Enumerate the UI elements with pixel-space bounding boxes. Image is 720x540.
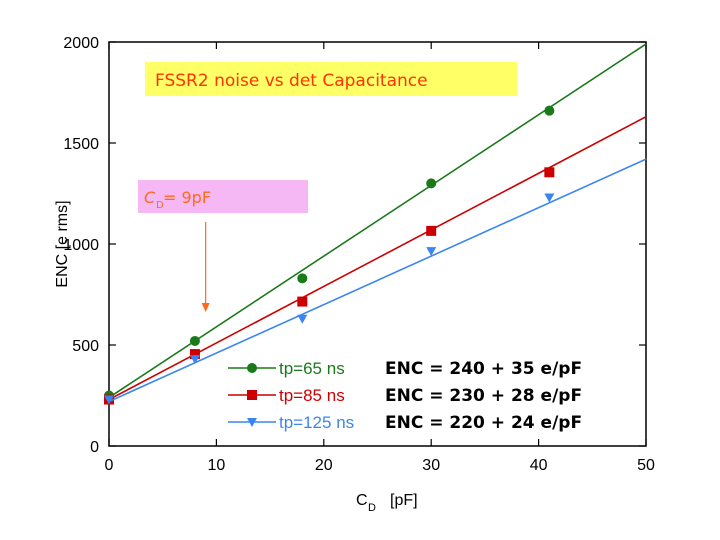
fit-line	[108, 158, 647, 403]
data-point	[426, 178, 437, 189]
data-point	[544, 167, 555, 178]
fit-line	[108, 43, 647, 399]
x-tick-label: 50	[637, 457, 655, 474]
x-axis-title: C D [pF]	[356, 492, 418, 514]
x-axis-title-sub: D	[368, 502, 376, 514]
legend-label: tp=85 ns	[279, 386, 345, 405]
x-axis: 0 10 20 30 40 50	[105, 42, 655, 474]
annotation-arrow-head	[201, 303, 210, 312]
legend-marker	[247, 390, 257, 400]
data-point	[297, 273, 308, 284]
legend-item: tp=65 ns ENC = 240 + 35 e/pF	[228, 359, 582, 379]
annotation: C D = 9pF	[138, 180, 308, 312]
data-point	[297, 296, 308, 307]
x-tick-label: 20	[315, 457, 333, 474]
data-point	[426, 247, 437, 257]
y-axis: 0 500 1000 1500 2000	[63, 35, 646, 456]
series-1	[104, 43, 647, 401]
fit-line	[108, 116, 647, 401]
x-axis-title-main: C	[356, 492, 368, 509]
data-point	[189, 335, 200, 346]
x-tick-label: 10	[208, 457, 226, 474]
x-axis-title-unit: [pF]	[390, 492, 418, 509]
y-axis-title: ENC [e rms]	[54, 200, 71, 287]
data-point	[189, 349, 200, 360]
annotation-text-sub: D	[156, 200, 164, 211]
x-tick-label: 0	[105, 457, 114, 474]
chart-title: FSSR2 noise vs det Capacitance	[155, 71, 428, 91]
y-tick-label: 0	[90, 439, 99, 456]
legend-equation: ENC = 220 + 24 e/pF	[385, 413, 582, 433]
legend-label: tp=125 ns	[279, 413, 354, 432]
data-point	[104, 395, 114, 405]
chart-title-box: FSSR2 noise vs det Capacitance	[145, 62, 517, 96]
series-layer	[104, 43, 647, 405]
annotation-box	[138, 180, 308, 213]
y-tick-label: 500	[72, 338, 99, 355]
data-point	[297, 314, 308, 324]
data-point	[544, 193, 555, 203]
legend-equation: ENC = 230 + 28 e/pF	[385, 386, 582, 406]
legend-marker	[247, 418, 257, 427]
data-point	[189, 355, 200, 365]
legend-marker	[247, 363, 257, 373]
data-point	[426, 225, 437, 236]
y-tick-label: 1000	[63, 237, 99, 254]
annotation-text-rest: = 9pF	[163, 188, 211, 207]
x-tick-label: 40	[530, 457, 548, 474]
y-tick-label: 2000	[63, 35, 99, 52]
y-tick-label: 1500	[63, 136, 99, 153]
legend-item: tp=85 ns ENC = 230 + 28 e/pF	[228, 386, 582, 406]
legend-label: tp=65 ns	[279, 359, 345, 378]
annotation-text-main: C	[144, 188, 156, 207]
series-3	[104, 158, 647, 405]
legend-equation: ENC = 240 + 35 e/pF	[385, 359, 582, 379]
legend-item: tp=125 ns ENC = 220 + 24 e/pF	[228, 413, 582, 433]
chart-title-background	[145, 62, 517, 96]
legend: tp=65 ns ENC = 240 + 35 e/pF tp=85 ns ENC =…	[228, 359, 582, 433]
data-point	[544, 105, 555, 116]
x-tick-label: 30	[422, 457, 440, 474]
